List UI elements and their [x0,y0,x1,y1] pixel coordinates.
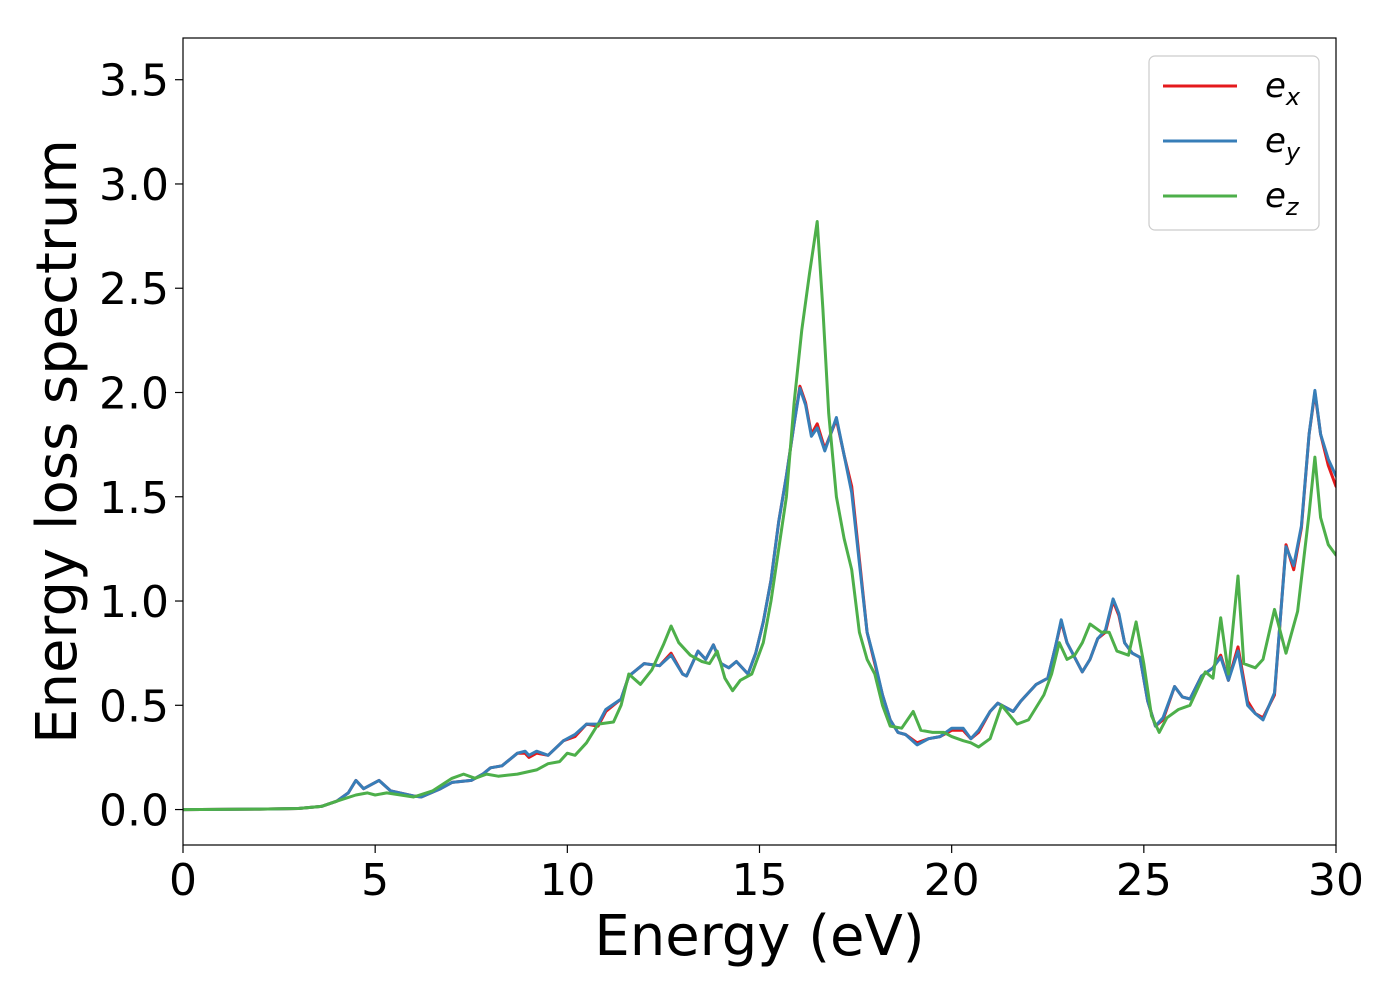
x-tick-label: 10 [539,855,595,906]
y-tick-label: 2.0 [99,368,169,419]
y-tick-label: 1.0 [99,577,169,628]
x-tick-label: 30 [1308,855,1364,906]
x-tick-label: 5 [361,855,389,906]
x-tick-label: 0 [169,855,197,906]
legend: ex ey ez [1148,55,1320,231]
y-tick-label: 2.5 [99,264,169,315]
x-axis-label: Energy (eV) [594,904,924,969]
y-tick-label: 3.5 [99,56,169,107]
y-tick-label: 0.0 [99,786,169,837]
series-line-e-y [183,386,1336,812]
y-axis-label: Energy loss spectrum [25,139,90,744]
y-tick-label: 0.5 [99,681,169,732]
legend-label-e-z: ez [1265,176,1300,221]
y-tick-label: 1.5 [99,473,169,524]
legend-label-e-x: ex [1265,66,1301,111]
x-axis-ticks: 0 5 10 15 20 25 30 [169,845,1364,906]
legend-label-e-y: ey [1265,121,1301,166]
series-line-e-z [183,220,1336,812]
y-tick-label: 3.0 [99,160,169,211]
series-layer [183,220,1336,812]
y-axis-ticks: 0.0 0.5 1.0 1.5 2.0 2.5 3.0 3.5 [99,56,183,837]
x-tick-label: 20 [924,855,980,906]
x-tick-label: 25 [1116,855,1172,906]
x-tick-label: 15 [732,855,788,906]
legend-box [1148,55,1320,231]
